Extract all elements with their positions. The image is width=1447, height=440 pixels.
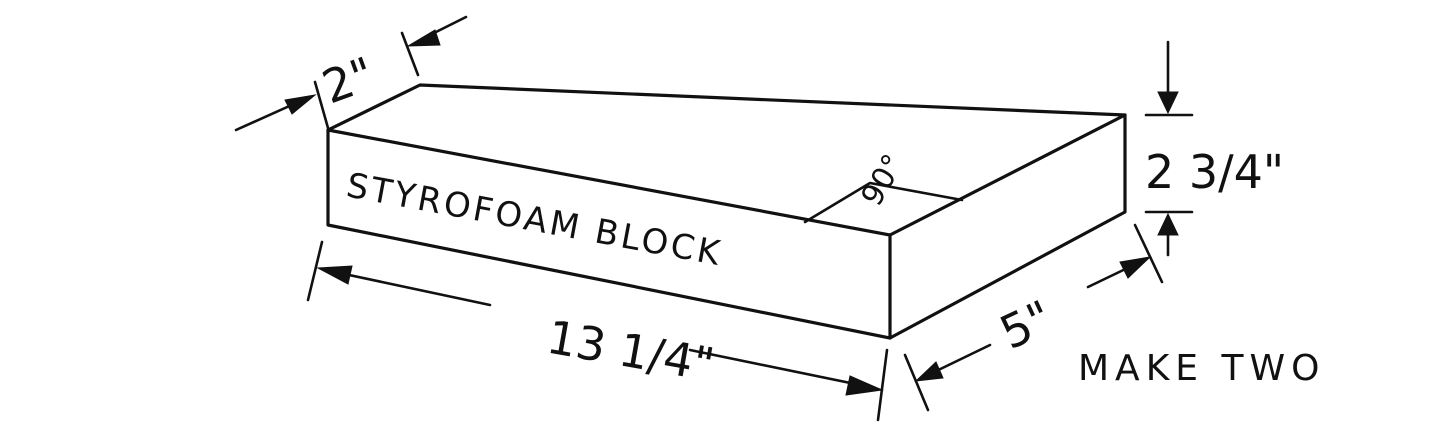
- top-face: [326, 83, 1127, 237]
- block-label: STYROFOAM BLOCK: [343, 166, 725, 275]
- angle-label: 90°: [855, 148, 912, 212]
- block-outline: [326, 83, 1127, 340]
- thickness-dimension: [234, 15, 468, 132]
- height-dimension: [1144, 40, 1194, 257]
- height-label: 2 3/4": [1145, 145, 1284, 199]
- end-face: [888, 113, 1127, 340]
- thickness-label: 2": [315, 46, 381, 114]
- length-dimension: [306, 240, 889, 422]
- square-marker: [803, 181, 964, 224]
- width-label: 5": [992, 290, 1061, 360]
- width-dimension: [903, 223, 1164, 412]
- make-two-note: MAKE TWO: [1078, 348, 1325, 389]
- length-label: 13 1/4": [543, 310, 718, 392]
